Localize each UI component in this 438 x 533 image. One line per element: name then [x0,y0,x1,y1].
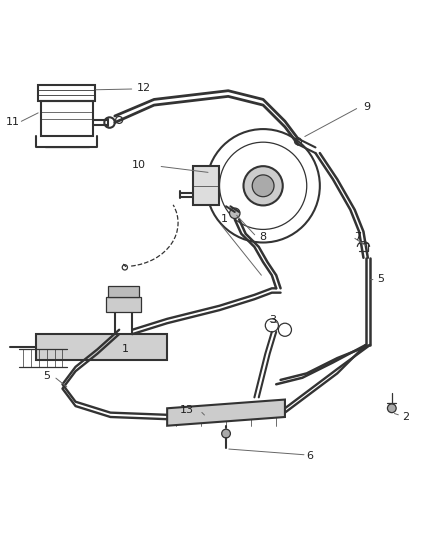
Text: 5: 5 [377,274,384,284]
Text: 11: 11 [6,117,20,127]
Circle shape [252,175,273,197]
Text: 8: 8 [258,232,265,242]
Polygon shape [193,166,219,205]
Text: 13: 13 [180,405,194,415]
Polygon shape [108,286,138,297]
Text: 10: 10 [132,160,146,171]
Text: 1: 1 [220,214,227,224]
Circle shape [243,166,282,205]
Text: 3: 3 [269,315,276,325]
Text: 12: 12 [136,83,150,93]
Text: 7: 7 [353,232,360,242]
Circle shape [387,404,395,413]
Circle shape [221,429,230,438]
Polygon shape [106,297,141,312]
Text: 5: 5 [43,371,50,381]
Polygon shape [36,334,167,360]
Polygon shape [167,400,284,426]
Text: 9: 9 [363,102,370,112]
Text: 1: 1 [121,344,128,354]
Circle shape [229,208,240,219]
Text: 2: 2 [401,411,408,422]
Text: 6: 6 [306,451,313,461]
